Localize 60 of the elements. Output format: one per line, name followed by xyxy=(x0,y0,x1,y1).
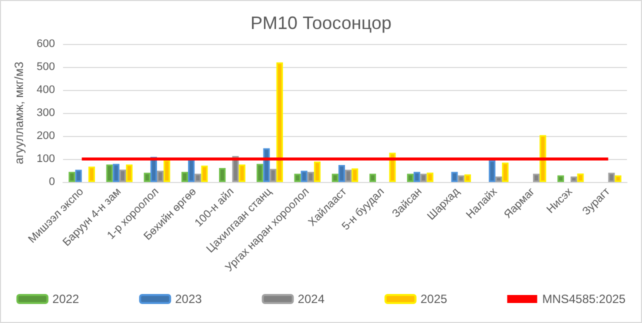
bar xyxy=(540,135,546,182)
bar xyxy=(181,172,188,182)
bar xyxy=(570,176,578,182)
bar xyxy=(119,170,126,182)
y-tick-label: 600 xyxy=(36,38,55,50)
bar xyxy=(420,174,427,182)
bar xyxy=(188,159,195,182)
bar xyxy=(256,164,264,182)
bar xyxy=(488,160,496,182)
bar xyxy=(557,175,564,182)
bar xyxy=(307,172,314,182)
y-tick-label: 300 xyxy=(36,107,55,119)
bar xyxy=(608,172,615,182)
bar xyxy=(332,174,338,182)
bar xyxy=(533,174,540,182)
bar xyxy=(314,162,321,182)
legend-label: MNS4585:2025 xyxy=(542,292,626,306)
bar xyxy=(414,172,420,182)
bar xyxy=(369,174,376,182)
y-tick-label: 0 xyxy=(48,176,55,188)
bar xyxy=(502,162,509,182)
bar xyxy=(407,174,414,182)
bar xyxy=(164,160,170,182)
chart-title: PM10 Тоосонцор xyxy=(250,13,392,33)
bar xyxy=(451,172,458,182)
legend-label: 2022 xyxy=(52,292,80,306)
bar xyxy=(458,175,464,182)
bar xyxy=(577,173,584,182)
bar xyxy=(426,172,434,182)
bar xyxy=(352,168,358,182)
bar xyxy=(126,164,133,182)
bar xyxy=(219,168,226,182)
y-axis-title: агуулламж, мкг/м3 xyxy=(12,61,26,164)
bar xyxy=(464,174,471,182)
bar xyxy=(194,174,202,182)
bar xyxy=(112,164,120,182)
bar xyxy=(201,166,208,182)
bar xyxy=(294,174,301,182)
y-tick-label: 200 xyxy=(36,130,55,142)
bar xyxy=(338,164,345,182)
bar xyxy=(75,170,82,182)
y-tick-label: 500 xyxy=(36,61,55,73)
bar xyxy=(614,175,622,182)
bar xyxy=(106,164,113,182)
y-tick-label: 400 xyxy=(36,84,55,96)
legend-label: 2025 xyxy=(420,292,448,306)
bar xyxy=(157,170,164,182)
bar xyxy=(144,172,150,182)
y-tick-label: 100 xyxy=(36,153,55,165)
bar xyxy=(263,148,270,182)
bar xyxy=(345,170,352,182)
bar xyxy=(238,164,246,182)
bar xyxy=(68,172,76,182)
bar xyxy=(495,176,502,182)
legend-label: 2024 xyxy=(298,292,325,306)
bar xyxy=(276,62,283,182)
bar xyxy=(270,168,276,182)
bar xyxy=(300,170,308,182)
bar xyxy=(88,166,95,182)
legend-label: 2023 xyxy=(175,292,202,306)
